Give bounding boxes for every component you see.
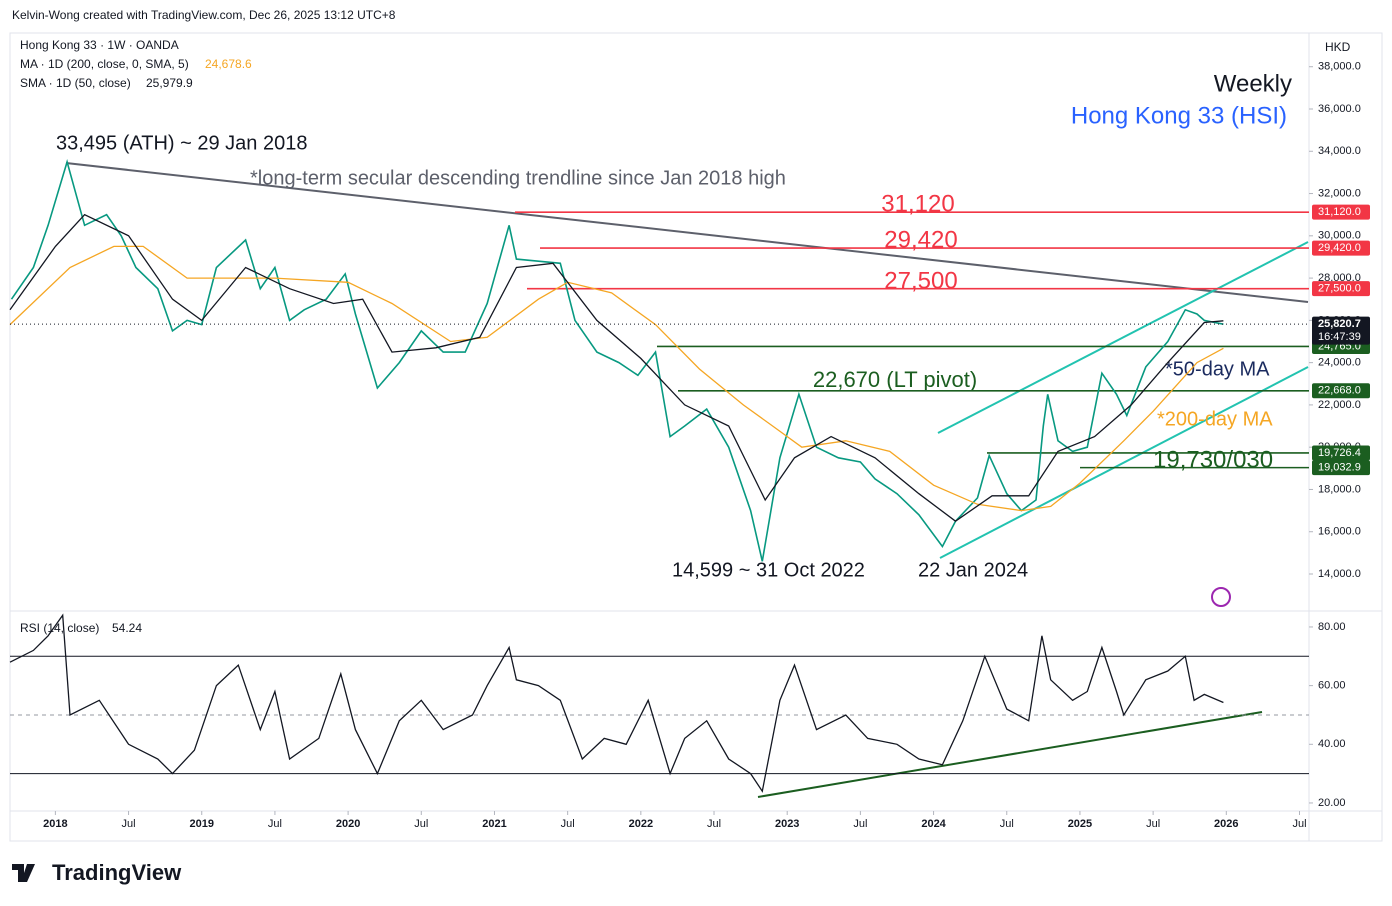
x-tick-label: Jul	[561, 818, 575, 830]
y-tick-label: 36,000.0	[1318, 103, 1361, 115]
ma200-note: *200-day MA	[1157, 408, 1273, 430]
last-price-label: 25,820.7	[1318, 318, 1361, 330]
y-tick-label: 16,000.0	[1318, 526, 1361, 538]
pivot-note: 22,670 (LT pivot)	[813, 367, 977, 392]
x-tick-label: Jul	[853, 818, 867, 830]
level-tag-label: 31,120.0	[1318, 206, 1361, 218]
x-tick-label: Jul	[1146, 818, 1160, 830]
level-tag-label: 19,726.4	[1318, 447, 1361, 459]
y-tick-label: 34,000.0	[1318, 145, 1361, 157]
rsi-legend[interactable]: RSI (14, close)	[20, 621, 99, 635]
descending-trendline	[65, 162, 1309, 303]
y-tick-label: 80.00	[1318, 621, 1346, 633]
y-tick-label: 20.00	[1318, 797, 1346, 809]
x-tick-label: Jul	[1292, 818, 1306, 830]
series-line	[9, 213, 1224, 523]
annotations: Weekly Hong Kong 33 (HSI) 33,495 (ATH) ~…	[56, 70, 1292, 581]
instrument: Hong Kong 33 (HSI)	[1071, 102, 1287, 129]
frame	[9, 32, 1383, 842]
timeframe: Weekly	[1214, 70, 1292, 97]
brand: TradingView	[52, 860, 182, 885]
level-tag-label: 29,420.0	[1318, 242, 1361, 254]
y-tick-label: 18,000.0	[1318, 483, 1361, 495]
x-tick-label: 2026	[1214, 818, 1238, 830]
ma50-note: *50-day MA	[1165, 358, 1270, 380]
x-tick-label: 2020	[336, 818, 360, 830]
ma-value: 24,678.6	[205, 57, 252, 71]
sma-legend[interactable]: SMA · 1D (50, close)	[20, 76, 131, 90]
series-line	[10, 159, 1224, 562]
y-tick-label: 40.00	[1318, 738, 1346, 750]
x-tick-label: 2022	[629, 818, 653, 830]
level-tag	[1312, 460, 1370, 476]
ma-legend[interactable]: MA · 1D (200, close, 0, SMA, 5)	[20, 57, 189, 71]
x-tick-label: 2019	[189, 818, 213, 830]
rsi-value: 54.24	[112, 621, 142, 635]
x-tick-label: Jul	[707, 818, 721, 830]
x-tick-label: 2025	[1068, 818, 1092, 830]
rsi-trendline	[757, 711, 1263, 798]
logo-mark	[12, 864, 35, 882]
y-tick-label: 24,000.0	[1318, 357, 1361, 369]
x-tick-label: 2018	[43, 818, 67, 830]
x-tick-label: Jul	[122, 818, 136, 830]
x-tick-label: Jul	[414, 818, 428, 830]
support-note: 19,730/030	[1153, 446, 1273, 473]
x-tick-label: 2021	[482, 818, 506, 830]
legend: Hong Kong 33 · 1W · OANDA MA · 1D (200, …	[20, 38, 252, 635]
channel-lower	[939, 366, 1309, 559]
x-tick-label: 2024	[921, 818, 946, 830]
series-line	[9, 613, 1224, 793]
y-tick-label: 30,000.0	[1318, 230, 1361, 242]
level-tag-label: 22,668.0	[1318, 385, 1361, 397]
resistance-note: 29,420	[884, 226, 957, 253]
level-tag	[1312, 383, 1370, 399]
low-note: 22 Jan 2024	[918, 559, 1028, 581]
alert-icon[interactable]	[1211, 587, 1231, 607]
ath-note: 33,495 (ATH) ~ 29 Jan 2018	[56, 132, 307, 154]
x-tick-label: 2023	[775, 818, 799, 830]
channel-upper	[937, 241, 1309, 434]
level-tag	[1312, 204, 1370, 220]
low-note: 14,599 ~ 31 Oct 2022	[672, 559, 865, 581]
last-price-tag	[1312, 316, 1370, 345]
y-tick-label: 38,000.0	[1318, 61, 1361, 73]
resistance-note: 27,500	[884, 267, 957, 294]
level-tag	[1312, 240, 1370, 256]
y-tick-label: 60.00	[1318, 680, 1346, 692]
level-tag-label: 27,500.0	[1318, 283, 1361, 295]
trendline-note: *long-term secular descending trendline …	[250, 167, 786, 189]
symbol[interactable]: Hong Kong 33 · 1W · OANDA	[20, 38, 179, 52]
y-tick-label: 14,000.0	[1318, 568, 1361, 580]
currency[interactable]: HKD	[1325, 40, 1351, 54]
countdown: 16:47:39	[1318, 331, 1361, 343]
level-tag-label: 19,032.9	[1318, 462, 1361, 474]
series-line	[9, 245, 1224, 512]
y-tick-label: 28,000.0	[1318, 272, 1361, 284]
sma-value: 25,979.9	[146, 76, 193, 90]
x-tick-label: Jul	[1000, 818, 1014, 830]
y-tick-label: 32,000.0	[1318, 187, 1361, 199]
y-tick-label: 22,000.0	[1318, 399, 1361, 411]
credit: Kelvin-Wong created with TradingView.com…	[12, 8, 396, 22]
x-tick-label: Jul	[268, 818, 282, 830]
level-tag	[1312, 281, 1370, 297]
logo: TradingView	[12, 860, 182, 885]
resistance-note: 31,120	[881, 190, 954, 217]
level-tag	[1312, 445, 1370, 461]
